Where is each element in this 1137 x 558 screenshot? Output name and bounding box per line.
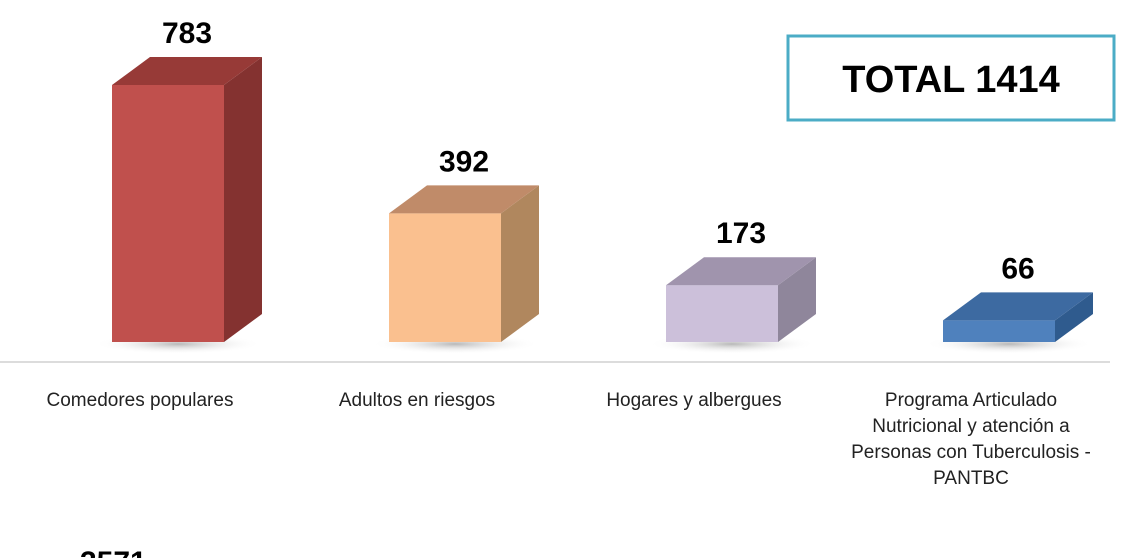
- data-label: 66: [1001, 252, 1034, 285]
- x-tick-label: Hogares y albergues: [606, 390, 782, 411]
- bar: [943, 320, 1055, 342]
- x-tick-label: Programa Articulado Nutricional y atenci…: [851, 390, 1091, 489]
- bar: [112, 85, 224, 342]
- total-box: [786, 34, 1116, 122]
- bar-side: [501, 185, 539, 342]
- bar-top: [112, 57, 262, 85]
- bar-side: [224, 57, 262, 342]
- bar-side: [1055, 292, 1093, 342]
- data-label: 783: [162, 17, 212, 50]
- bar-side: [778, 257, 816, 342]
- bar-top: [666, 257, 816, 286]
- data-label: 173: [716, 217, 766, 250]
- x-tick-label: Adultos en riesgos: [338, 390, 496, 411]
- bar: [389, 213, 501, 342]
- bar-top: [389, 185, 539, 214]
- footer-value: 3571: [80, 546, 147, 558]
- bar-top: [943, 292, 1093, 321]
- bar: [666, 285, 778, 342]
- data-label: 392: [439, 145, 489, 178]
- x-tick-label: Comedores populares: [46, 390, 234, 411]
- total-label: TOTAL 1414: [842, 59, 1060, 101]
